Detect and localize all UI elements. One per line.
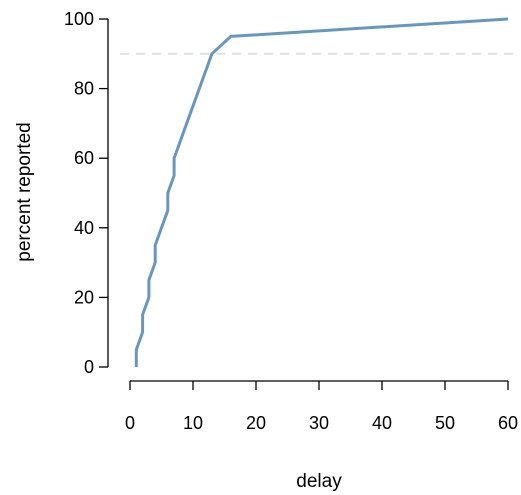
- y-tick-label: 80: [74, 79, 94, 99]
- y-tick-label: 60: [74, 148, 94, 168]
- x-tick-label: 50: [435, 413, 455, 433]
- y-axis-title: percent reported: [14, 122, 35, 261]
- x-tick-label: 0: [125, 413, 135, 433]
- x-tick-label: 40: [372, 413, 392, 433]
- y-tick-label: 40: [74, 218, 94, 238]
- x-tick-label: 60: [498, 413, 518, 433]
- y-tick-label: 20: [74, 287, 94, 307]
- x-tick-label: 30: [309, 413, 329, 433]
- x-tick-label: 10: [183, 413, 203, 433]
- y-tick-label: 100: [64, 9, 94, 29]
- x-tick-label: 20: [246, 413, 266, 433]
- y-tick-label: 0: [84, 357, 94, 377]
- series-line: [134, 17, 509, 367]
- x-axis-title: delay: [296, 471, 342, 492]
